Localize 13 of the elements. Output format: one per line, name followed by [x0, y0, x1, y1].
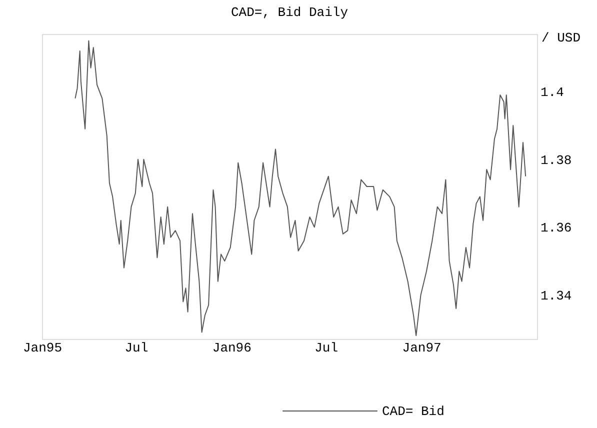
- x-tick-label: Jul: [314, 340, 338, 356]
- text: CAD= Bid: [382, 404, 444, 419]
- chart-title: CAD=, Bid Daily: [230, 5, 348, 20]
- y-tick-label: 1.34: [540, 288, 572, 304]
- x-tick-label: Jul: [124, 340, 148, 356]
- y-axis-title: / USD: [542, 30, 581, 46]
- y-tick-label: 1.38: [540, 152, 572, 168]
- y-tick-label: 1.4: [540, 85, 564, 100]
- x-tick-label: Jan96: [212, 340, 252, 356]
- line-series: [74, 40, 526, 336]
- x-tick-label: Jan97: [402, 340, 442, 356]
- y-tick-label: 1.36: [540, 220, 572, 236]
- x-tick-label: Jan95: [22, 340, 62, 356]
